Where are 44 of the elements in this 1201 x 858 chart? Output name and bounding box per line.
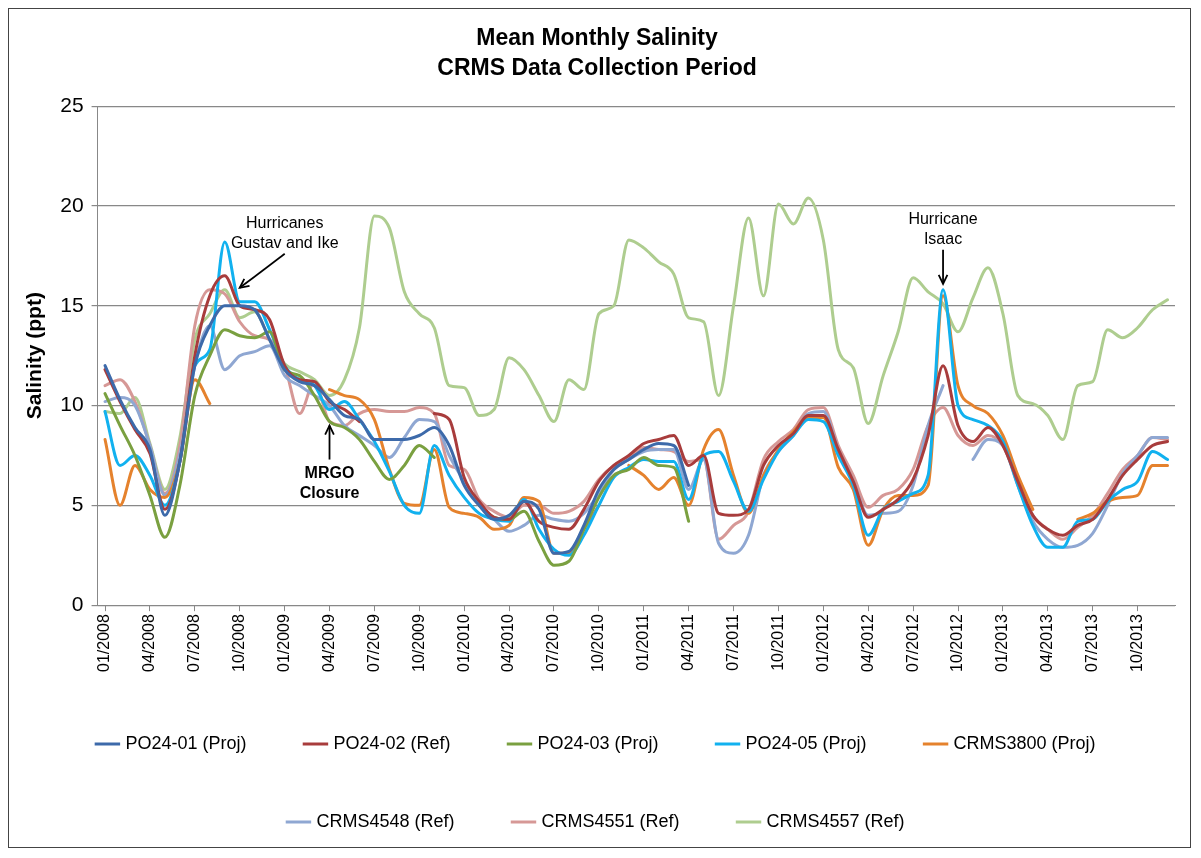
x-tick-label: 01/2011: [634, 614, 652, 671]
y-tick-label: 10: [60, 392, 84, 416]
legend-label: PO24-01 (Proj): [125, 732, 247, 753]
y-axis-title: Salinity (ppt): [22, 292, 46, 420]
x-tick-label: 07/2010: [544, 614, 562, 673]
x-tick-label: 07/2013: [1083, 614, 1101, 673]
x-tick-label: 07/2012: [903, 614, 921, 673]
legend-label: PO24-03 (Proj): [537, 732, 659, 753]
annotation: Hurricane Isaac: [908, 209, 978, 247]
x-tick-label: 10/2009: [409, 614, 427, 673]
x-tick-label: 07/2008: [185, 614, 203, 673]
y-tick-label: 20: [60, 192, 84, 216]
y-tick-label: 0: [71, 591, 84, 615]
chart-title: Mean Monthly Salinity: [476, 24, 718, 51]
x-tick-label: 04/2012: [858, 614, 876, 673]
x-tick-label: 01/2012: [813, 614, 831, 673]
x-tick-label: 01/2013: [993, 614, 1011, 673]
x-tick-label: 04/2009: [319, 614, 337, 673]
x-tick-label: 10/2008: [230, 614, 248, 673]
annotation: MRGO Closure: [299, 463, 360, 501]
x-tick-label: 10/2010: [589, 614, 607, 673]
x-tick-label: 04/2008: [140, 614, 158, 673]
x-tick-label: 10/2013: [1128, 614, 1145, 673]
x-tick-label: 01/2008: [95, 614, 113, 673]
annotation: Hurricanes Gustav and Ike: [230, 213, 339, 251]
x-tick-label: 01/2010: [454, 614, 472, 673]
x-tick-label: 07/2009: [364, 614, 382, 673]
y-tick-label: 15: [60, 292, 84, 316]
x-tick-label: 10/2012: [948, 614, 966, 673]
x-tick-label: 04/2010: [499, 614, 517, 673]
y-tick-label: 5: [71, 492, 84, 516]
legend-label: CRMS4548 (Ref): [316, 810, 455, 831]
legend-label: CRMS3800 (Proj): [953, 732, 1096, 753]
x-tick-label: 04/2013: [1038, 614, 1056, 673]
legend-label: PO24-05 (Proj): [745, 732, 867, 753]
x-tick-label: 10/2011: [768, 614, 786, 671]
legend-label: CRMS4551 (Ref): [541, 810, 680, 831]
legend-label: CRMS4557 (Ref): [766, 810, 905, 831]
x-tick-label: 01/2009: [275, 614, 293, 673]
x-tick-label: 04/2011: [679, 614, 697, 671]
chart-subtitle: CRMS Data Collection Period: [437, 53, 757, 80]
legend-label: PO24-02 (Ref): [333, 732, 451, 753]
x-tick-label: 07/2011: [723, 614, 741, 671]
y-tick-label: 25: [60, 93, 84, 116]
